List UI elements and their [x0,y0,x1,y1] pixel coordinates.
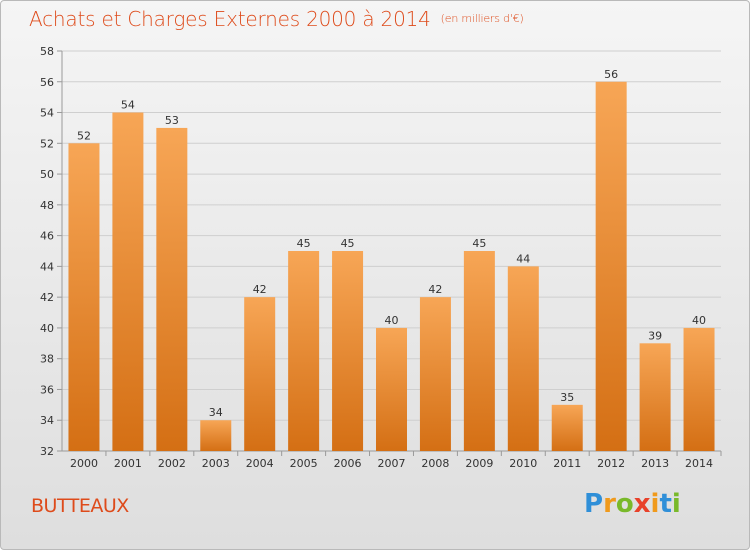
y-tick-label: 58 [40,45,54,58]
x-tick-label-2000: 2000 [70,457,98,470]
logo-letter: r [603,489,616,519]
commune-name: BUTTEAUX [31,495,129,517]
chart-title: Achats et Charges Externes 2000 à 2014 (e… [29,7,524,31]
y-tick-label: 50 [40,168,54,181]
x-tick-label-2012: 2012 [597,457,625,470]
logo-letter: o [615,489,634,519]
x-tick-label-2008: 2008 [421,457,449,470]
x-tick-label-2003: 2003 [202,457,230,470]
y-tick-label: 32 [40,445,54,458]
bar-2010[interactable] [507,266,539,451]
data-label-2008: 42 [428,283,442,296]
x-tick-label-2010: 2010 [509,457,537,470]
data-label-2004: 42 [253,283,267,296]
logo-letter: P [584,489,604,519]
x-tick-label-2014: 2014 [685,457,713,470]
bar-2007[interactable] [376,327,407,451]
data-label-2007: 40 [385,314,399,327]
bar-2013[interactable] [639,343,671,451]
data-label-2000: 52 [77,129,91,142]
bar-2000[interactable] [68,143,100,452]
bar-2006[interactable] [332,251,364,451]
y-tick-label: 48 [40,199,54,212]
chart-subtitle: (en milliers d'€) [440,12,524,25]
data-label-2002: 53 [165,114,179,127]
x-tick-label-2006: 2006 [334,457,362,470]
bar-2008[interactable] [419,297,451,451]
bar-2003[interactable] [200,420,232,451]
bar-2002[interactable] [156,127,188,451]
bar-2012[interactable] [595,81,627,452]
x-tick-label-2007: 2007 [378,457,406,470]
bar-2005[interactable] [288,251,320,451]
data-label-2010: 44 [516,252,530,265]
logo-letter: t [659,489,672,519]
bars [68,81,715,452]
y-tick-label: 44 [40,260,54,273]
y-tick-label: 34 [40,414,54,427]
data-label-2013: 39 [648,329,662,342]
y-tick-label: 56 [40,76,54,89]
chart-title-text: Achats et Charges Externes 2000 à 2014 [29,7,431,31]
proxiti-logo[interactable]: Proxiti [584,489,681,519]
y-tick-label: 52 [40,137,54,150]
bar-2001[interactable] [112,112,144,452]
logo-letter: i [650,489,660,519]
y-tick-label: 42 [40,291,54,304]
data-label-2011: 35 [560,391,574,404]
logo-letter: x [633,489,651,519]
labels: 2000 52 2001 54 2002 53 2003 34 2004 42 2005 45 2006… [70,68,713,470]
x-tick-label-2004: 2004 [246,457,274,470]
logo-letter: i [671,489,681,519]
x-tick-label-2002: 2002 [158,457,186,470]
data-label-2009: 45 [472,237,486,250]
bar-2011[interactable] [551,404,583,451]
y-tick-label: 54 [40,107,54,120]
data-label-2006: 45 [341,237,355,250]
data-label-2005: 45 [297,237,311,250]
data-label-2012: 56 [604,68,618,81]
bar-2004[interactable] [244,297,276,451]
bar-2009[interactable] [463,251,495,451]
x-tick-label-2011: 2011 [553,457,581,470]
y-tick-label: 38 [40,353,54,366]
data-label-2014: 40 [692,314,706,327]
data-label-2003: 34 [209,406,223,419]
y-tick-label: 40 [40,322,54,335]
x-tick-label-2005: 2005 [290,457,318,470]
y-tick-label: 36 [40,383,54,396]
data-label-2001: 54 [121,99,135,112]
y-tick-label: 46 [40,230,54,243]
x-tick-label-2009: 2009 [465,457,493,470]
bar-2014[interactable] [683,327,715,451]
x-tick-label-2013: 2013 [641,457,669,470]
x-tick-label-2001: 2001 [114,457,142,470]
